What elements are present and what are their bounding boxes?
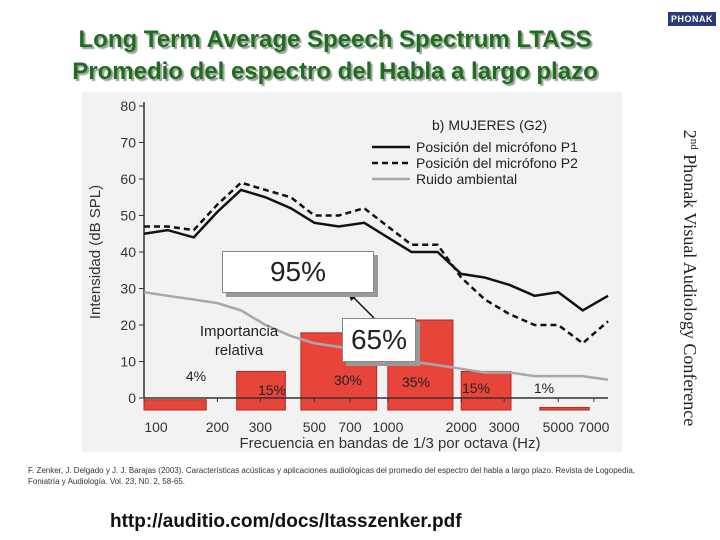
x-tick-label-7: 3000: [489, 419, 520, 435]
y-tick-label-20: 20: [120, 317, 136, 333]
band-percentage-5: 1%: [533, 380, 555, 396]
y-tick-label-60: 60: [120, 171, 136, 187]
title-line-2: Promedio del espectro del Habla a largo …: [72, 58, 598, 85]
x-tick-label-6: 2000: [446, 419, 477, 435]
y-tick-label-30: 30: [120, 281, 136, 297]
legend-label-0: Posición del micrófono P1: [416, 139, 578, 155]
band-percentage-0: 4%: [185, 368, 207, 384]
importance-bar-5: [539, 406, 590, 411]
title-line-1: Long Term Average Speech Spectrum LTASS: [78, 26, 592, 53]
y-tick-label-40: 40: [120, 244, 136, 260]
slide-title: Long Term Average Speech Spectrum LTASS …: [20, 24, 650, 88]
x-tick-label-2: 300: [249, 419, 273, 435]
callout-arrow-head: [348, 292, 357, 301]
callout-arrow-line: [351, 295, 375, 319]
y-tick-label-80: 80: [120, 98, 136, 114]
band-percentage-3: 35%: [401, 374, 431, 390]
x-tick-label-9: 7000: [578, 419, 609, 435]
importance-bar-1: [236, 370, 286, 411]
callout-95-percent: 95%: [222, 251, 374, 293]
y-tick-label-50: 50: [120, 208, 136, 224]
legend-label-2: Ruido ambiental: [416, 171, 517, 187]
band-percentage-4: 15%: [461, 380, 491, 396]
band-percentage-1: 15%: [257, 382, 287, 398]
logo-text: PHONAK: [667, 12, 716, 26]
x-tick-label-3: 500: [303, 419, 327, 435]
y-tick-label-70: 70: [120, 135, 136, 151]
importance-bar-0: [143, 399, 207, 411]
chart-title: b) MUJERES (G2): [432, 117, 547, 133]
band-percentage-2: 30%: [333, 372, 363, 388]
legend-label-1: Posición del micrófono P2: [416, 155, 578, 171]
x-tick-label-8: 5000: [543, 419, 574, 435]
y-axis-label: Intensidad (dB SPL): [87, 185, 104, 319]
y-tick-label-10: 10: [120, 354, 136, 370]
series-line-0: [143, 188, 609, 312]
series-line-1: [144, 181, 609, 345]
x-tick-label-0: 100: [144, 419, 168, 435]
x-tick-label-4: 700: [338, 419, 362, 435]
x-tick-label-5: 1000: [372, 419, 403, 435]
citation: F. Zenker, J. Delgado y J. J. Barajas (2…: [28, 466, 635, 486]
sidebar: [663, 0, 720, 540]
x-axis-label: Frecuencia en bandas de 1/3 por octava (…: [239, 435, 540, 452]
callout-65-percent: 65%: [342, 318, 416, 362]
importance-label: Importancia relativa: [199, 323, 279, 359]
phonak-logo: PHONAK: [664, 12, 720, 26]
importance-bar-4: [460, 370, 512, 411]
x-tick-label-1: 200: [206, 419, 230, 435]
source-url[interactable]: http://auditio.com/docs/ltasszenker.pdf: [110, 511, 462, 532]
y-tick-label-0: 0: [128, 390, 136, 406]
